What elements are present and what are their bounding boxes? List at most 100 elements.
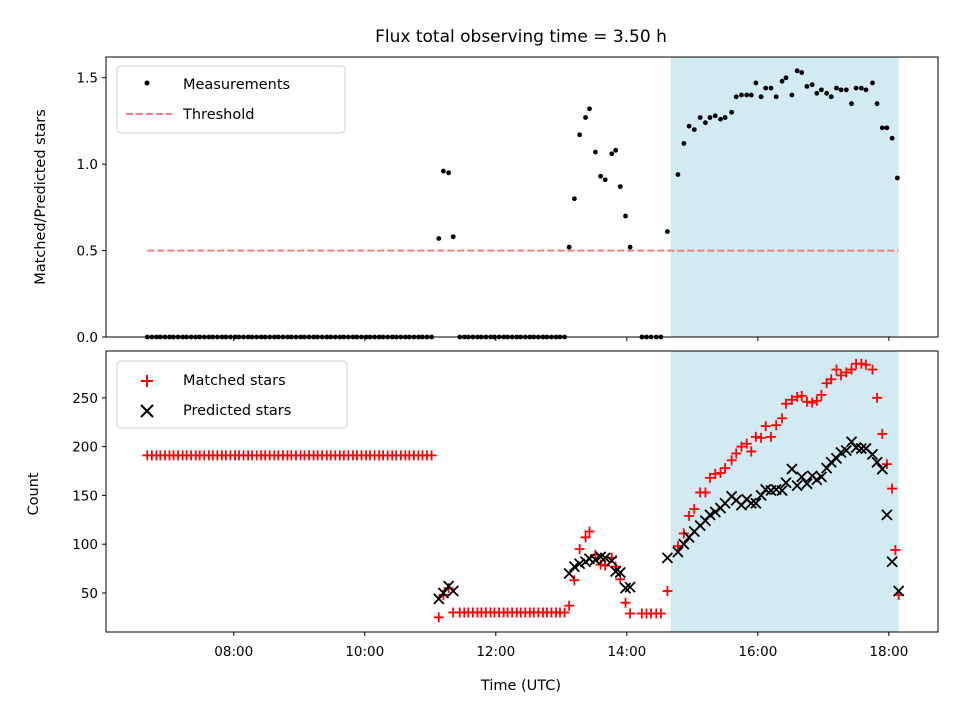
matched-star-point xyxy=(584,526,595,537)
matched-star-point xyxy=(792,391,803,402)
predicted-star-point xyxy=(815,471,828,483)
matched-star-point xyxy=(836,370,847,381)
matched-star-point xyxy=(777,413,788,424)
measurement-point xyxy=(598,173,604,179)
matched-star-point xyxy=(841,367,852,378)
measurement-point xyxy=(818,87,824,93)
measurement-point xyxy=(824,90,830,96)
matched-star-point xyxy=(867,364,878,375)
predicted-star-point xyxy=(876,463,888,475)
measurement-point xyxy=(849,101,854,107)
predicted-star-point xyxy=(825,456,837,468)
legend-marker-dot-icon xyxy=(144,80,150,86)
matched-star-point xyxy=(890,545,901,556)
matched-star-point xyxy=(574,544,585,555)
matched-star-point xyxy=(826,374,837,385)
matched-star-point xyxy=(610,561,621,572)
measurement-point xyxy=(686,123,692,129)
measurement-point xyxy=(768,85,774,91)
measurement-point xyxy=(602,177,608,183)
legend-label-threshold: Threshold xyxy=(182,107,254,123)
measurement-point xyxy=(681,141,687,146)
measurement-point xyxy=(879,125,885,131)
top-observing-span xyxy=(670,57,899,337)
measurement-point xyxy=(739,92,744,98)
predicted-star-point xyxy=(855,442,867,455)
measurement-point xyxy=(763,85,769,91)
measurement-point xyxy=(609,151,615,157)
bottom-y-tick-label: 200 xyxy=(72,440,98,456)
matched-star-point xyxy=(433,612,444,623)
x-tick-label: 08:00 xyxy=(214,644,253,660)
predicted-star-point xyxy=(563,567,575,580)
predicted-star-point xyxy=(624,581,636,593)
bottom-y-tick-label: 250 xyxy=(72,391,98,407)
measurement-point xyxy=(894,175,900,181)
matched-star-point xyxy=(860,359,871,370)
bottom-y-axis-label: Count xyxy=(26,472,42,515)
x-tick-label: 16:00 xyxy=(738,644,777,660)
legend-marker-plus-icon xyxy=(141,375,153,387)
matched-star-point xyxy=(771,420,782,431)
matched-star-point xyxy=(720,463,731,474)
matched-star-point xyxy=(736,441,747,452)
predicted-star-point xyxy=(568,560,581,573)
matched-star-point xyxy=(678,528,689,539)
measurement-point xyxy=(577,132,583,138)
measurement-point xyxy=(707,115,713,120)
measurement-point xyxy=(665,229,670,234)
measurement-point xyxy=(691,127,697,132)
predicted-star-point xyxy=(661,552,674,564)
measurement-point xyxy=(773,94,779,100)
measurement-point xyxy=(828,94,834,100)
matched-star-point xyxy=(741,438,752,449)
matched-star-point xyxy=(887,483,898,494)
matched-star-point xyxy=(786,394,797,405)
measurement-point xyxy=(718,116,723,122)
legend-label-matched-stars: Matched stars xyxy=(183,373,286,389)
predicted-star-point xyxy=(745,497,757,509)
measurement-point xyxy=(436,236,442,241)
matched-star-point xyxy=(796,390,807,401)
predicted-star-point xyxy=(786,463,798,475)
matched-star-point xyxy=(731,448,742,459)
measurement-point xyxy=(853,85,859,91)
predicted-star-point xyxy=(780,477,792,489)
matched-star-point xyxy=(569,575,580,586)
bottom-y-tick-label: 100 xyxy=(72,537,98,553)
x-tick-label: 12:00 xyxy=(476,644,515,660)
matched-star-point xyxy=(705,472,716,483)
measurement-point xyxy=(675,172,681,177)
matched-star-point xyxy=(443,583,454,594)
matched-star-point xyxy=(872,392,883,403)
measurement-point xyxy=(703,120,708,126)
top-axes-frame xyxy=(105,56,939,338)
measurement-point xyxy=(712,113,718,119)
predicted-star-point xyxy=(886,556,898,568)
predicted-star-point xyxy=(881,509,893,521)
measurement-point xyxy=(744,92,750,98)
top-x-ticks xyxy=(233,337,890,341)
matched-star-point xyxy=(765,431,776,442)
matched-star-point xyxy=(801,396,812,407)
measurement-point xyxy=(627,244,633,250)
top-legend-box xyxy=(116,65,346,134)
measurement-point xyxy=(843,87,849,93)
top-panel: 0.0 0.5 1.0 1.5 Matched/Predicted stars Mea… xyxy=(33,56,939,346)
bottom-x-ticks: 08:00 10:00 12:00 14:00 16:00 18:00 xyxy=(214,632,908,660)
top-y-tick-label: 0.5 xyxy=(77,244,98,260)
measurement-point xyxy=(753,80,759,86)
top-y-tick-label: 1.5 xyxy=(77,71,98,87)
measurement-point xyxy=(858,85,864,91)
measurement-point xyxy=(779,78,785,84)
matched-star-point xyxy=(426,450,437,461)
predicted-star-point xyxy=(589,554,602,566)
predicted-star-point xyxy=(447,585,459,597)
predicted-star-point xyxy=(437,587,450,599)
matched-star-point xyxy=(715,467,726,478)
predicted-star-point xyxy=(599,552,611,564)
x-axis-label: Time (UTC) xyxy=(480,678,561,694)
matched-star-point xyxy=(559,607,570,618)
predicted-star-point xyxy=(840,444,852,457)
matched-star-point xyxy=(781,398,792,409)
